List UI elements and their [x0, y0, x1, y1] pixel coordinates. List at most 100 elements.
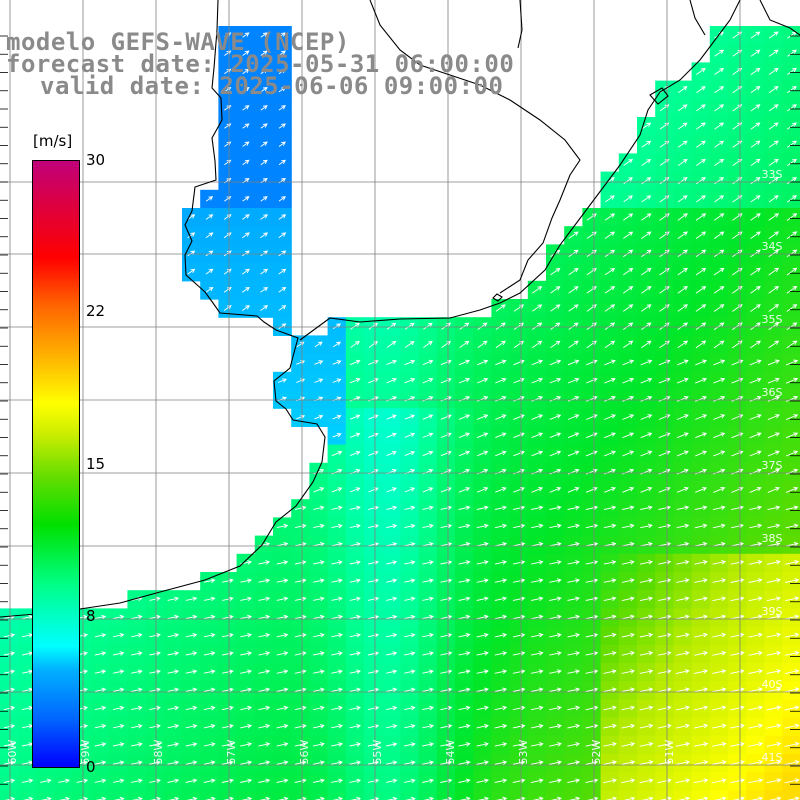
wind-arrow: [495, 414, 507, 420]
wind-arrow: [331, 687, 343, 693]
wind-arrow: [260, 232, 269, 239]
wind-arrow: [422, 742, 435, 747]
wind-arrow: [331, 523, 343, 529]
wind-arrow: [677, 249, 688, 258]
wind-arrow: [276, 523, 289, 529]
wind-arrow: [205, 232, 214, 239]
model-title: modelo GEFS-WAVE (NCEP): [6, 28, 350, 56]
wind-arrow: [494, 723, 508, 729]
wind-arrow: [386, 432, 397, 438]
longitude-label: 58W: [152, 739, 165, 764]
wind-arrow: [294, 651, 307, 656]
wind-arrow: [549, 487, 562, 493]
wind-arrow: [277, 378, 287, 383]
wind-arrow: [203, 596, 216, 602]
wind-arrow: [314, 414, 324, 420]
wind-arrow: [750, 304, 761, 312]
wind-arrow: [458, 778, 471, 784]
wind-arrow: [713, 304, 725, 312]
wind-arrow: [313, 651, 325, 656]
wind-arrow: [349, 778, 362, 784]
wind-arrow: [531, 632, 544, 638]
wind-arrow: [367, 687, 380, 693]
wind-arrow: [622, 304, 634, 312]
wind-arrow: [94, 723, 107, 729]
wind-arrow: [495, 322, 506, 330]
wind-arrow: [476, 377, 489, 384]
wind-arrow: [242, 123, 250, 129]
wind-arrow: [223, 250, 232, 257]
wind-arrow: [567, 487, 580, 493]
wind-arrow: [750, 322, 761, 331]
wind-arrow: [331, 705, 343, 711]
wind-arrow: [331, 596, 343, 602]
wind-arrow: [750, 86, 761, 94]
wind-arrow: [185, 596, 198, 602]
wind-arrow: [404, 560, 416, 565]
wind-arrow: [749, 541, 763, 547]
wind-arrow: [294, 687, 307, 693]
wind-arrow: [494, 560, 508, 565]
wind-speed-cell: [582, 790, 602, 800]
wind-arrow: [258, 723, 271, 729]
wind-arrow: [787, 67, 797, 75]
wind-arrow: [622, 450, 635, 457]
wind-arrow: [422, 359, 434, 366]
wind-arrow: [784, 705, 800, 711]
wind-arrow: [784, 741, 800, 747]
wind-arrow: [785, 450, 799, 457]
wind-arrow: [278, 105, 286, 111]
wind-arrow: [240, 632, 253, 638]
wind-arrow: [568, 231, 579, 239]
wind-arrow: [185, 778, 198, 784]
colorbar: [32, 160, 80, 768]
wind-arrow: [604, 414, 616, 420]
wind-arrow: [240, 614, 253, 620]
wind-arrow: [713, 213, 725, 221]
wind-arrow: [748, 705, 764, 711]
wind-arrow: [404, 378, 416, 384]
wind-arrow: [730, 614, 745, 620]
wind-arrow: [260, 86, 268, 93]
wind-arrow: [586, 286, 597, 294]
wind-arrow: [748, 669, 763, 674]
wind-arrow: [676, 560, 690, 565]
wind-arrow: [731, 541, 744, 547]
wind-arrow: [730, 669, 745, 674]
wind-arrow: [531, 487, 544, 493]
wind-arrow: [603, 723, 617, 729]
wind-arrow: [3, 651, 16, 656]
wind-arrow: [512, 541, 526, 547]
wind-arrow: [748, 687, 763, 693]
wind-arrow: [3, 742, 16, 747]
wind-arrow: [294, 578, 307, 583]
wind-arrow: [187, 232, 196, 239]
wind-arrow: [149, 723, 161, 729]
wind-arrow: [641, 195, 652, 203]
wind-arrow: [767, 359, 780, 366]
latitude-label: 39S: [762, 605, 783, 618]
wind-arrow: [696, 177, 706, 185]
wind-arrow: [476, 669, 489, 674]
wind-arrow: [749, 505, 763, 511]
wind-arrow: [639, 596, 654, 602]
wind-arrow: [476, 487, 489, 493]
latitude-label: 37S: [762, 459, 783, 472]
wind-arrow: [713, 450, 726, 457]
wind-arrow: [276, 614, 289, 620]
wind-arrow: [294, 560, 307, 565]
wind-arrow: [676, 395, 689, 402]
wind-arrow: [750, 31, 761, 39]
wind-arrow: [623, 195, 633, 203]
wind-arrow: [622, 486, 635, 493]
wind-arrow: [294, 505, 307, 511]
wind-arrow: [242, 268, 250, 275]
wind-arrow: [440, 760, 453, 765]
wind-arrow: [786, 177, 797, 185]
wind-arrow: [568, 304, 579, 312]
wind-arrow: [404, 596, 416, 602]
wind-arrow: [549, 560, 562, 565]
wind-arrow: [714, 86, 725, 94]
wind-arrow: [605, 195, 615, 203]
wind-arrow: [242, 214, 250, 220]
